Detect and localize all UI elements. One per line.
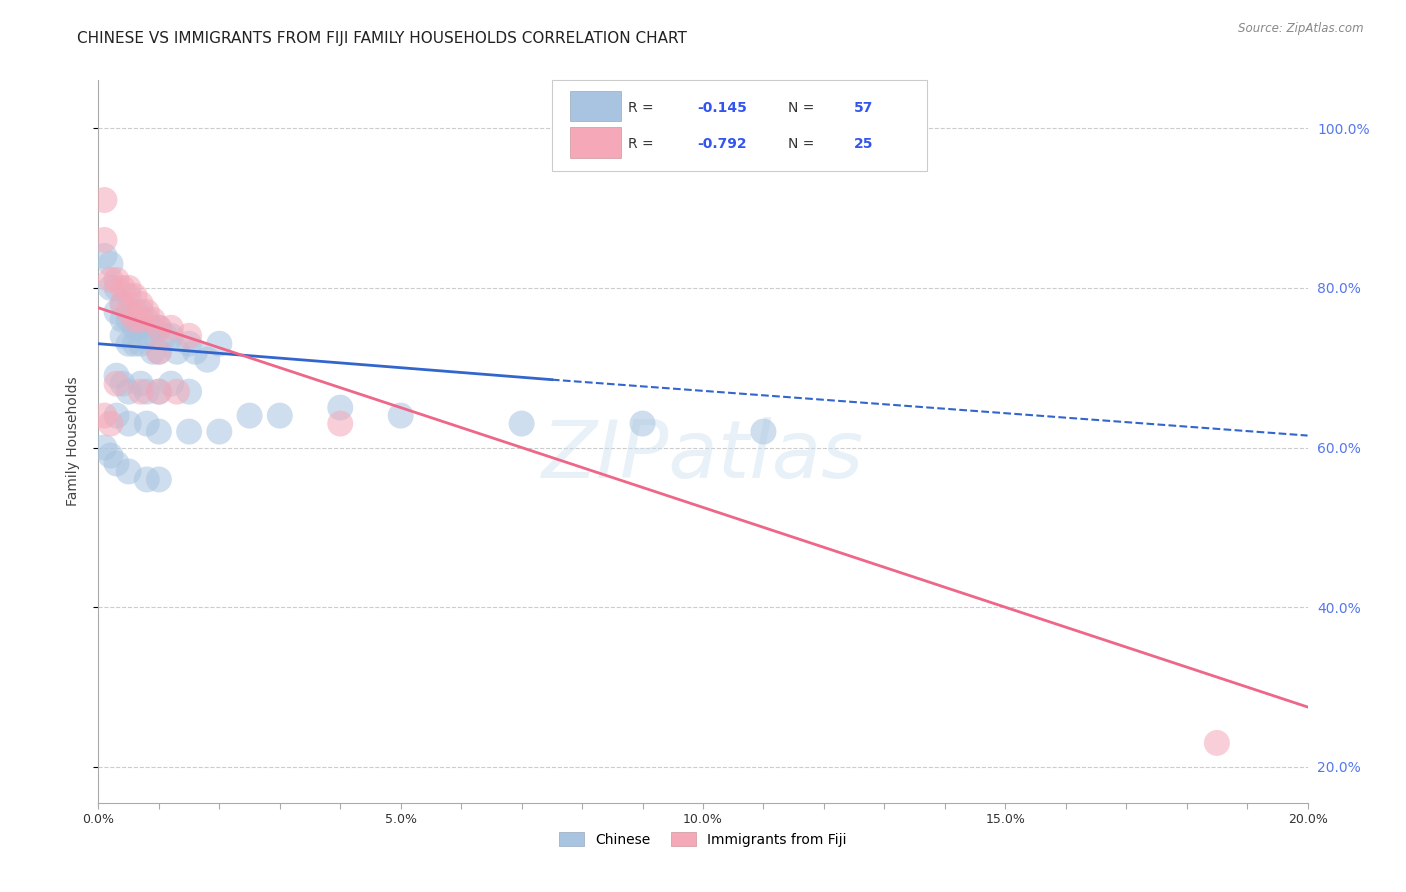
- Point: [389, 409, 412, 423]
- Point: [118, 384, 141, 399]
- Point: [124, 313, 146, 327]
- Point: [118, 417, 141, 431]
- Point: [208, 425, 231, 439]
- Point: [179, 328, 201, 343]
- Point: [118, 281, 141, 295]
- Point: [148, 344, 170, 359]
- Point: [142, 313, 165, 327]
- Point: [160, 376, 183, 391]
- Point: [118, 465, 141, 479]
- Point: [135, 384, 157, 399]
- Point: [129, 313, 152, 327]
- Point: [105, 273, 128, 287]
- Point: [124, 305, 146, 319]
- Point: [93, 441, 115, 455]
- Point: [142, 320, 165, 334]
- Point: [93, 193, 115, 207]
- Point: [179, 336, 201, 351]
- Point: [135, 305, 157, 319]
- Point: [105, 368, 128, 383]
- Point: [135, 328, 157, 343]
- Text: N =: N =: [787, 101, 818, 115]
- Point: [124, 289, 146, 303]
- Text: Source: ZipAtlas.com: Source: ZipAtlas.com: [1239, 22, 1364, 36]
- Text: ZIPatlas: ZIPatlas: [541, 417, 865, 495]
- Point: [100, 281, 122, 295]
- Text: 57: 57: [855, 101, 873, 115]
- Point: [166, 384, 188, 399]
- Point: [93, 249, 115, 263]
- Point: [118, 289, 141, 303]
- Point: [105, 409, 128, 423]
- Text: R =: R =: [628, 136, 658, 151]
- Point: [105, 305, 128, 319]
- Point: [129, 320, 152, 334]
- Point: [148, 320, 170, 334]
- Point: [329, 401, 352, 415]
- Point: [160, 320, 183, 334]
- Point: [129, 305, 152, 319]
- Text: R =: R =: [628, 101, 658, 115]
- Text: -0.792: -0.792: [697, 136, 747, 151]
- Legend: Chinese, Immigrants from Fiji: Chinese, Immigrants from Fiji: [553, 825, 853, 854]
- Point: [184, 344, 207, 359]
- Point: [105, 281, 128, 295]
- Point: [100, 257, 122, 271]
- Point: [129, 384, 152, 399]
- Point: [129, 297, 152, 311]
- FancyBboxPatch shape: [569, 91, 621, 121]
- Y-axis label: Family Households: Family Households: [66, 376, 80, 507]
- Point: [111, 297, 134, 311]
- Point: [124, 320, 146, 334]
- Point: [142, 344, 165, 359]
- Point: [148, 344, 170, 359]
- Point: [118, 313, 141, 327]
- Point: [208, 336, 231, 351]
- Point: [93, 409, 115, 423]
- FancyBboxPatch shape: [569, 128, 621, 158]
- Point: [111, 313, 134, 327]
- Point: [329, 417, 352, 431]
- Point: [118, 336, 141, 351]
- Point: [166, 344, 188, 359]
- Point: [100, 449, 122, 463]
- Point: [269, 409, 291, 423]
- Point: [631, 417, 654, 431]
- Text: -0.145: -0.145: [697, 101, 747, 115]
- Point: [510, 417, 533, 431]
- Point: [160, 328, 183, 343]
- Point: [135, 313, 157, 327]
- FancyBboxPatch shape: [551, 80, 927, 170]
- Point: [105, 457, 128, 471]
- Point: [111, 328, 134, 343]
- Text: 25: 25: [855, 136, 873, 151]
- Point: [148, 425, 170, 439]
- Point: [1206, 736, 1229, 750]
- Point: [179, 384, 201, 399]
- Point: [111, 297, 134, 311]
- Point: [239, 409, 262, 423]
- Point: [129, 336, 152, 351]
- Point: [195, 352, 218, 367]
- Point: [100, 417, 122, 431]
- Text: CHINESE VS IMMIGRANTS FROM FIJI FAMILY HOUSEHOLDS CORRELATION CHART: CHINESE VS IMMIGRANTS FROM FIJI FAMILY H…: [77, 31, 688, 46]
- Point: [135, 473, 157, 487]
- Point: [111, 376, 134, 391]
- Point: [118, 305, 141, 319]
- Point: [148, 473, 170, 487]
- Point: [105, 376, 128, 391]
- Point: [111, 281, 134, 295]
- Point: [100, 273, 122, 287]
- Point: [153, 328, 176, 343]
- Point: [135, 417, 157, 431]
- Point: [148, 384, 170, 399]
- Point: [129, 376, 152, 391]
- Point: [148, 320, 170, 334]
- Point: [93, 233, 115, 247]
- Text: N =: N =: [787, 136, 818, 151]
- Point: [124, 336, 146, 351]
- Point: [179, 425, 201, 439]
- Point: [148, 384, 170, 399]
- Point: [752, 425, 775, 439]
